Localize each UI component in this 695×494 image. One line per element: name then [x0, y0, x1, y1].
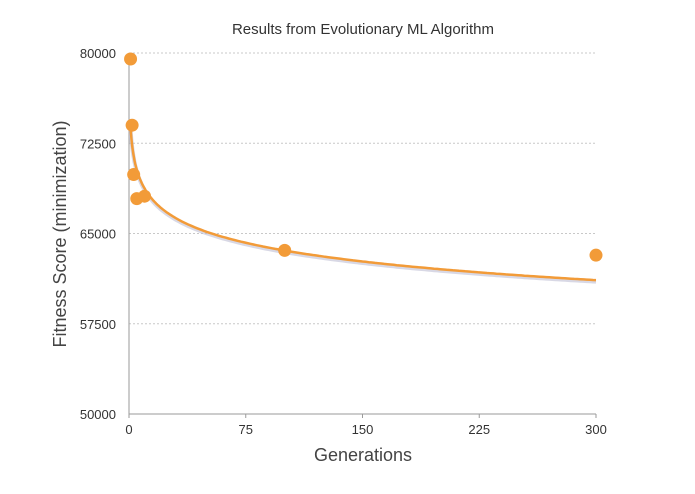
x-tick-labels: 0 75 150 225 300 [125, 414, 607, 437]
x-tick-label: 150 [352, 422, 374, 437]
data-point [125, 118, 139, 132]
y-tick-label: 72500 [80, 136, 116, 151]
trendline [128, 126, 597, 284]
x-tick-label: 300 [585, 422, 607, 437]
data-point [138, 189, 152, 203]
chart-title: Results from Evolutionary ML Algorithm [232, 21, 494, 38]
data-point [589, 248, 603, 262]
data-points [124, 52, 603, 262]
x-tick-label: 0 [125, 422, 132, 437]
y-axis-label: Fitness Score (minimization) [50, 120, 70, 347]
y-tick-label: 50000 [80, 407, 116, 422]
data-point [278, 243, 292, 257]
x-axis-label: Generations [314, 445, 412, 465]
x-tick-label: 75 [239, 422, 253, 437]
data-point [127, 168, 141, 182]
x-tick-label: 225 [468, 422, 490, 437]
y-tick-label: 80000 [80, 46, 116, 61]
trendline-curve [129, 126, 597, 282]
y-tick-label: 65000 [80, 227, 116, 242]
gridlines [129, 52, 596, 325]
y-tick-labels: 80000 72500 65000 57500 50000 [80, 46, 116, 422]
data-point [124, 52, 138, 66]
trendline-shadow [128, 127, 597, 284]
y-tick-label: 57500 [80, 317, 116, 332]
